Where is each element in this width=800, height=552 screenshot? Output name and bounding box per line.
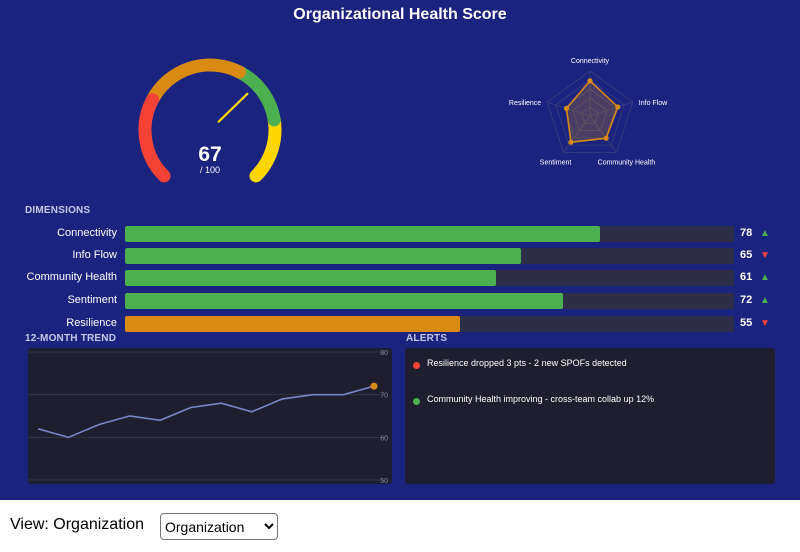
dimension-label: Resilience xyxy=(66,317,117,329)
gauge-max-label: / 100 xyxy=(200,165,220,175)
dashboard-title: Organizational Health Score xyxy=(293,6,507,23)
radar-grid-ring xyxy=(563,88,617,139)
radar-axis-label: Sentiment xyxy=(540,159,572,166)
dashboard-panel: Organizational Health Score 67 / 100 Con… xyxy=(0,0,800,500)
dimension-label: Connectivity xyxy=(57,227,117,239)
trend-up-icon: ▲ xyxy=(760,295,770,306)
trend-ytick-label: 70 xyxy=(380,393,388,400)
trend-chart-svg: 80 70 60 50 xyxy=(28,350,388,484)
dimension-bar-track xyxy=(125,270,734,286)
trend-up-icon: ▲ xyxy=(760,228,770,239)
alert-item: Resilience dropped 3 pts - 2 new SPOFs d… xyxy=(413,358,768,374)
dimension-value: 55 xyxy=(740,317,753,329)
dimension-row: Resilience 55 ▼ xyxy=(0,316,800,332)
radar-axis-label: Community Health xyxy=(598,159,656,166)
dimension-bar-fill xyxy=(125,248,521,264)
dimension-value: 72 xyxy=(740,294,753,306)
trend-ytick-label: 80 xyxy=(380,350,388,357)
gauge-score: 67 xyxy=(198,143,221,166)
gauge-needle xyxy=(217,92,249,123)
radar-grid-ring xyxy=(546,70,634,153)
radar-point-community-health xyxy=(603,135,609,141)
radar-chart: Connectivity Info Flow Community Health Sen… xyxy=(509,58,668,166)
radar-axis-label: Connectivity xyxy=(571,58,610,65)
trend-down-icon: ▼ xyxy=(760,318,770,329)
alert-item: Community Health improving - cross-team … xyxy=(413,394,768,410)
dimension-row: Sentiment 72 ▲ xyxy=(0,293,800,309)
dimension-bar-track xyxy=(125,248,734,264)
radar-axis-label: Resilience xyxy=(509,100,541,107)
alert-text: Community Health improving - cross-team … xyxy=(427,394,655,404)
radar-point-connectivity xyxy=(587,78,593,84)
dimension-row: Connectivity 78 ▲ xyxy=(0,226,800,242)
trend-ytick-label: 60 xyxy=(380,435,388,442)
dimension-value: 65 xyxy=(740,249,753,261)
radar-point-sentiment xyxy=(568,139,574,145)
alerts-label: ALERTS xyxy=(406,333,448,344)
dimension-bar-fill xyxy=(125,293,564,309)
radar-spoke xyxy=(563,115,591,153)
trend-down-icon: ▼ xyxy=(760,250,770,261)
trend-ytick-label: 50 xyxy=(380,478,388,484)
view-select[interactable]: Organization xyxy=(160,513,278,540)
dimension-bar-track xyxy=(125,226,734,242)
dimension-label: Info Flow xyxy=(72,249,117,261)
trend-up-icon: ▲ xyxy=(760,272,770,283)
dimension-row: Info Flow 65 ▼ xyxy=(0,248,800,264)
trend-label: 12-MONTH TREND xyxy=(25,333,117,344)
radar-spoke xyxy=(589,115,617,153)
radar-grid-ring xyxy=(580,106,600,124)
alert-status-dot-icon xyxy=(413,398,420,405)
footer-bar: View: Organization Organization xyxy=(0,500,800,552)
alerts-panel: Resilience dropped 3 pts - 2 new SPOFs d… xyxy=(405,348,775,484)
gauge-segment-orange xyxy=(146,58,247,107)
dimension-row: Community Health 61 ▲ xyxy=(0,270,800,286)
dimension-bar-track xyxy=(125,293,734,309)
dimension-bar-fill xyxy=(125,270,497,286)
dimension-value: 78 xyxy=(740,227,753,239)
radar-point-info-flow xyxy=(615,104,621,110)
trend-chart: 80 70 60 50 xyxy=(28,348,392,484)
health-gauge: 67 / 100 xyxy=(138,58,282,183)
trend-latest-point xyxy=(370,382,378,390)
radar-spoke xyxy=(589,101,633,117)
radar-grid-ring xyxy=(555,79,625,146)
dimension-label: Sentiment xyxy=(67,294,117,306)
dimension-value: 61 xyxy=(740,271,753,283)
radar-series xyxy=(565,79,619,144)
alert-text: Resilience dropped 3 pts - 2 new SPOFs d… xyxy=(427,358,627,368)
dimensions-label: DIMENSIONS xyxy=(25,205,91,216)
dimension-bar-track xyxy=(125,316,734,332)
dimension-bar-fill xyxy=(125,226,601,242)
gauge-segment-yellow xyxy=(249,113,282,183)
dimension-label: Community Health xyxy=(26,271,117,283)
gauge-segment-red xyxy=(138,93,171,183)
dimension-bar-fill xyxy=(125,316,460,332)
radar-grid-ring xyxy=(572,97,608,131)
radar-point-resilience xyxy=(563,105,570,111)
alert-status-dot-icon xyxy=(413,362,420,369)
view-label: View: Organization xyxy=(10,516,144,533)
radar-axis-label: Info Flow xyxy=(639,100,668,107)
trend-series-line xyxy=(37,385,375,439)
